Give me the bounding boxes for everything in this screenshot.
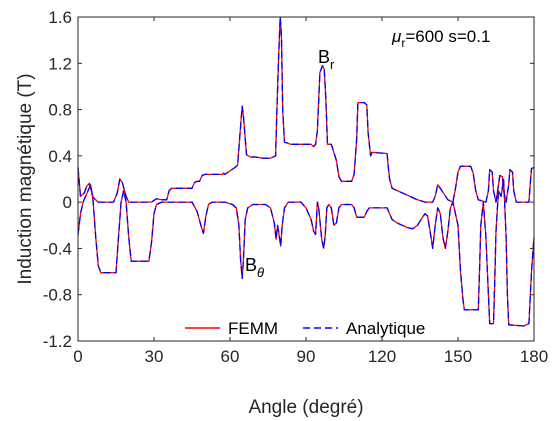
mu-symbol: μ bbox=[391, 27, 402, 46]
x-tick-label: 0 bbox=[73, 347, 82, 366]
btheta-label-sub: θ bbox=[257, 265, 264, 280]
y-tick-label: 1.2 bbox=[48, 54, 72, 73]
legend: FEMM Analytique bbox=[185, 319, 425, 338]
y-tick-label: 1.6 bbox=[48, 8, 72, 27]
br-analytique-line bbox=[77, 16, 535, 203]
axis-ticks: 0 30 60 90 120 150 180 -1.2 -0.8 -0.4 0 0.4 0.8 1.2 1.… bbox=[43, 8, 548, 366]
x-axis-title: Angle (degré) bbox=[248, 397, 363, 418]
mu-subscript: r bbox=[401, 36, 405, 50]
legend-label-analytique: Analytique bbox=[346, 319, 425, 338]
legend-label-femm: FEMM bbox=[228, 319, 278, 338]
y-tick-label: 0 bbox=[63, 193, 72, 212]
y-tick-label: -0.8 bbox=[43, 286, 72, 305]
x-tick-label: 60 bbox=[221, 347, 240, 366]
y-tick-label: -0.4 bbox=[43, 239, 72, 258]
y-tick-label: -1.2 bbox=[43, 332, 72, 351]
x-tick-label: 150 bbox=[444, 347, 472, 366]
x-tick-label: 90 bbox=[297, 347, 316, 366]
x-tick-label: 30 bbox=[145, 347, 164, 366]
btheta-label-main: B bbox=[245, 255, 257, 275]
btheta-analytique-line bbox=[77, 178, 535, 327]
plot-area bbox=[77, 16, 535, 327]
y-tick-label: 0.8 bbox=[48, 101, 72, 120]
parameter-annotation: μr=600 s=0.1 bbox=[391, 27, 490, 50]
x-tick-label: 120 bbox=[368, 347, 396, 366]
btheta-curve-label: Bθ bbox=[245, 255, 264, 280]
br-curve-label: Br bbox=[318, 47, 335, 72]
x-tick-label: 180 bbox=[520, 347, 548, 366]
y-axis-title: Induction magnétique (T) bbox=[15, 73, 36, 284]
annotation-value: =600 s=0.1 bbox=[405, 27, 490, 46]
br-label-main: B bbox=[318, 47, 330, 67]
br-label-sub: r bbox=[330, 57, 335, 72]
y-tick-label: 0.4 bbox=[48, 147, 72, 166]
